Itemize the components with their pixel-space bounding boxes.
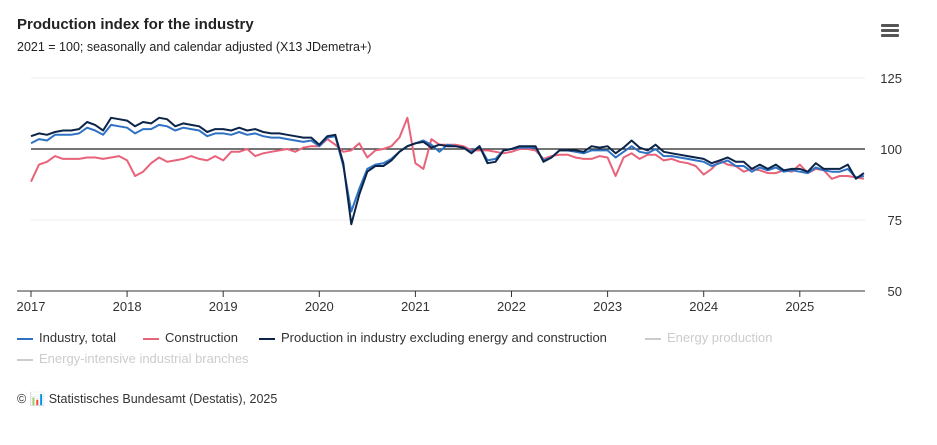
legend-label: Construction <box>165 330 238 345</box>
series-line-industry-total <box>30 123 865 213</box>
legend-label: Energy production <box>667 330 773 345</box>
chart-subtitle: 2021 = 100; seasonally and calendar adju… <box>17 40 372 54</box>
chart-title: Production index for the industry <box>17 16 254 33</box>
legend-item-production-excl[interactable]: Production in industry excluding energy … <box>259 330 607 345</box>
y-tick-label: 100 <box>880 142 902 157</box>
x-tick-label: 2017 <box>17 299 46 314</box>
legend-item-energy-production[interactable]: Energy production <box>645 330 773 345</box>
legend-label: Production in industry excluding energy … <box>281 330 607 345</box>
legend-item-energy-intensive[interactable]: Energy-intensive industrial branches <box>17 351 249 366</box>
y-tick-label: 75 <box>888 213 902 228</box>
x-tick-label: 2023 <box>593 299 622 314</box>
y-tick-label: 125 <box>880 71 902 86</box>
x-tick-label: 2021 <box>401 299 430 314</box>
x-tick-label: 2022 <box>497 299 526 314</box>
plot-area: 125 100 75 50 2017 2018 2019 2020 2021 2022 2023 20… <box>17 71 902 314</box>
x-tick-label: 2020 <box>305 299 334 314</box>
series-line-production-in-industry-excluding-energy-and-construction <box>30 116 865 226</box>
legend-item-industry-total[interactable]: Industry, total <box>17 330 116 345</box>
y-tick-label: 50 <box>888 284 902 299</box>
x-tick-label: 2024 <box>689 299 718 314</box>
x-tick-label: 2025 <box>785 299 814 314</box>
legend-item-construction[interactable]: Construction <box>143 330 238 345</box>
source-credit: © 📊 Statistisches Bundesamt (Destatis), … <box>17 392 278 406</box>
hamburger-icon[interactable] <box>881 24 899 38</box>
legend-label: Industry, total <box>39 330 117 345</box>
legend-label: Energy-intensive industrial branches <box>39 351 249 366</box>
x-tick-label: 2018 <box>113 299 142 314</box>
x-tick-label: 2019 <box>209 299 238 314</box>
